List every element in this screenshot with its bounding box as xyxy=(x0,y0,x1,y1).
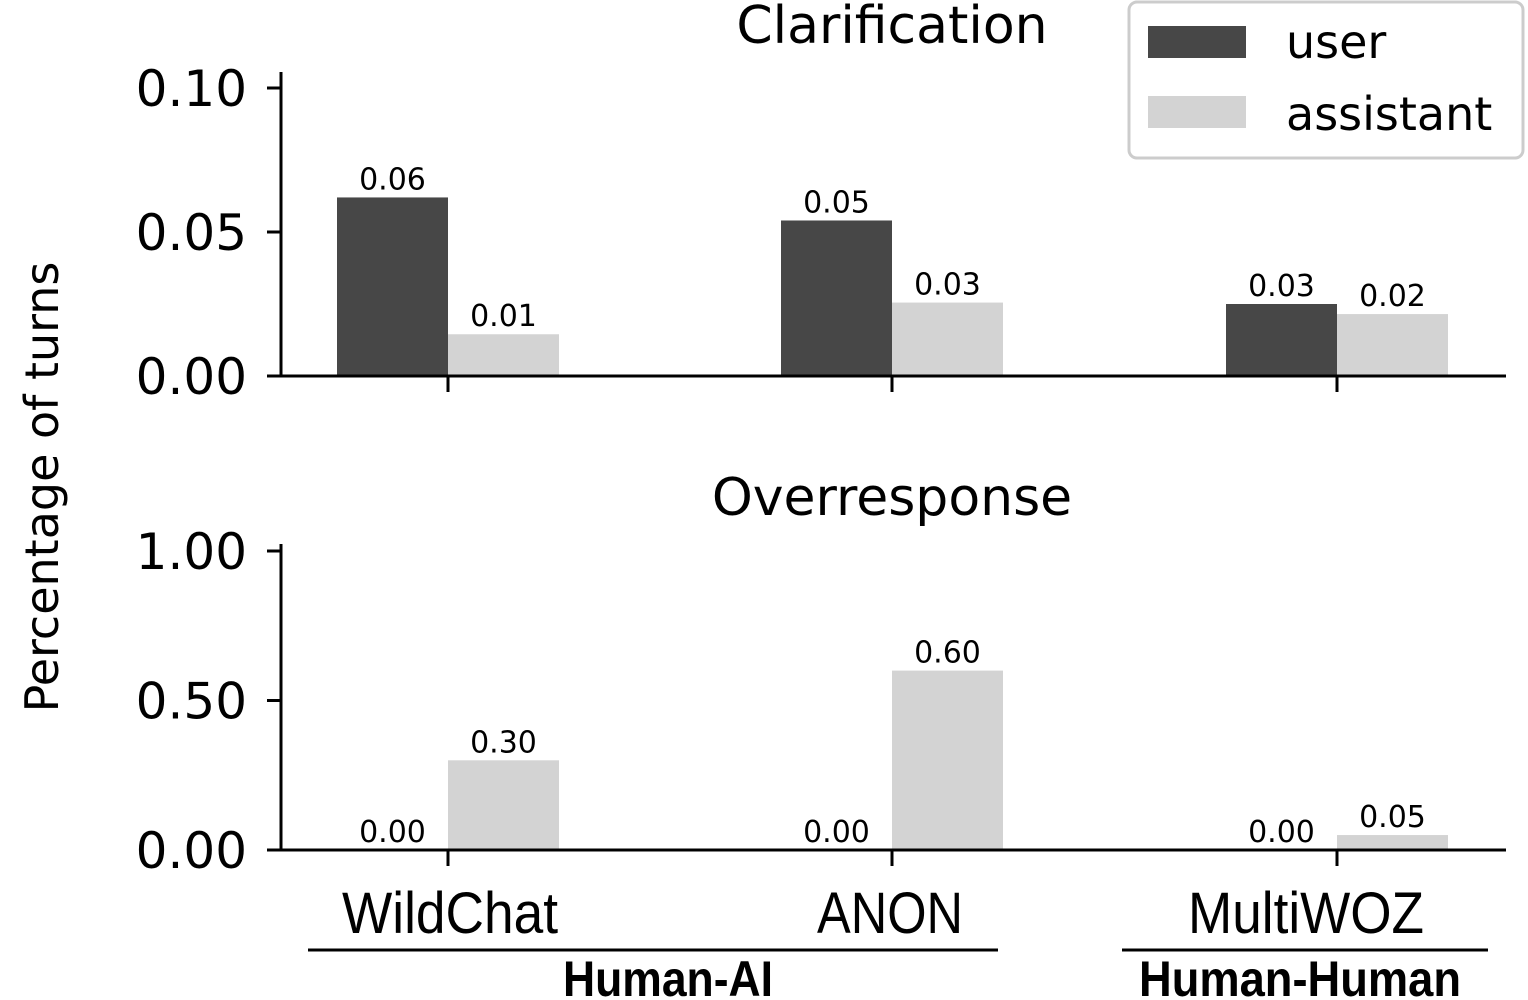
y-axis-label: Percentage of turns xyxy=(15,262,69,713)
x-category-labels: WildChat ANON MultiWOZ xyxy=(342,881,1424,946)
overresponse-value-label-user-multiwoz: 0.00 xyxy=(1248,815,1315,850)
legend-swatch-assistant xyxy=(1148,96,1246,128)
clarification-bar-assistant-anon xyxy=(892,302,1003,376)
clarification-axes: 0.00 0.05 0.10 xyxy=(136,60,1506,406)
x-label-anon: ANON xyxy=(817,881,963,946)
overresponse-axes: 0.00 0.50 1.00 xyxy=(136,523,1506,880)
clarification-value-label-assistant-wildchat: 0.01 xyxy=(470,299,537,334)
overresponse-y-tick-label-1: 0.50 xyxy=(136,673,247,731)
clarification-y-tick-label-0: 0.00 xyxy=(136,348,247,406)
clarification-bar-assistant-wildchat xyxy=(448,334,559,376)
overresponse-value-label-assistant-multiwoz: 0.05 xyxy=(1359,800,1426,835)
group-labels: Human-AI Human-Human xyxy=(308,948,1488,1000)
clarification-bar-user-wildchat xyxy=(337,197,448,376)
clarification-data-labels: 0.06 0.05 0.03 0.01 0.03 0.02 xyxy=(359,162,1426,334)
overresponse-value-label-user-wildchat: 0.00 xyxy=(359,815,426,850)
group-label-human-human: Human-Human xyxy=(1139,951,1461,1000)
legend-label-assistant: assistant xyxy=(1286,87,1492,141)
clarification-bar-assistant-multiwoz xyxy=(1337,314,1448,376)
overresponse-bars xyxy=(448,670,1448,850)
overresponse-bar-assistant-multiwoz xyxy=(1337,835,1448,850)
overresponse-y-tick-label-0: 0.00 xyxy=(136,822,247,880)
overresponse-title: Overresponse xyxy=(712,468,1072,528)
clarification-bar-user-anon xyxy=(781,220,892,376)
overresponse-value-label-assistant-anon: 0.60 xyxy=(914,636,981,671)
legend: user assistant xyxy=(1127,0,1525,160)
overresponse-value-label-assistant-wildchat: 0.30 xyxy=(470,725,537,760)
overresponse-bar-assistant-wildchat xyxy=(448,760,559,850)
overresponse-data-labels: 0.00 0.00 0.00 0.30 0.60 0.05 xyxy=(359,636,1426,850)
x-label-multiwoz: MultiWOZ xyxy=(1188,881,1424,946)
clarification-title: Clarification xyxy=(736,0,1047,56)
x-label-wildchat: WildChat xyxy=(342,881,558,946)
legend-swatch-user xyxy=(1148,26,1246,58)
clarification-y-tick-label-1: 0.05 xyxy=(136,204,247,262)
clarification-value-label-assistant-anon: 0.03 xyxy=(914,268,981,303)
clarification-bar-user-multiwoz xyxy=(1226,304,1337,376)
group-label-human-ai: Human-AI xyxy=(563,951,773,1000)
legend-label-user: user xyxy=(1286,15,1386,69)
clarification-value-label-user-anon: 0.05 xyxy=(803,185,870,220)
clarification-value-label-assistant-multiwoz: 0.02 xyxy=(1359,279,1426,314)
overresponse-y-tick-label-2: 1.00 xyxy=(136,523,247,581)
clarification-panel: Clarification 0.06 0.05 0.03 0.01 0.03 0.02 0… xyxy=(136,0,1506,406)
clarification-bars xyxy=(337,197,1448,376)
overresponse-bar-assistant-anon xyxy=(892,670,1003,850)
overresponse-value-label-user-anon: 0.00 xyxy=(803,815,870,850)
clarification-value-label-user-wildchat: 0.06 xyxy=(359,162,426,197)
clarification-value-label-user-multiwoz: 0.03 xyxy=(1248,269,1315,304)
overresponse-panel: Overresponse 0.00 0.00 0.00 0.30 0.60 0.05 0.… xyxy=(136,468,1506,880)
clarification-y-tick-label-2: 0.10 xyxy=(136,60,247,118)
